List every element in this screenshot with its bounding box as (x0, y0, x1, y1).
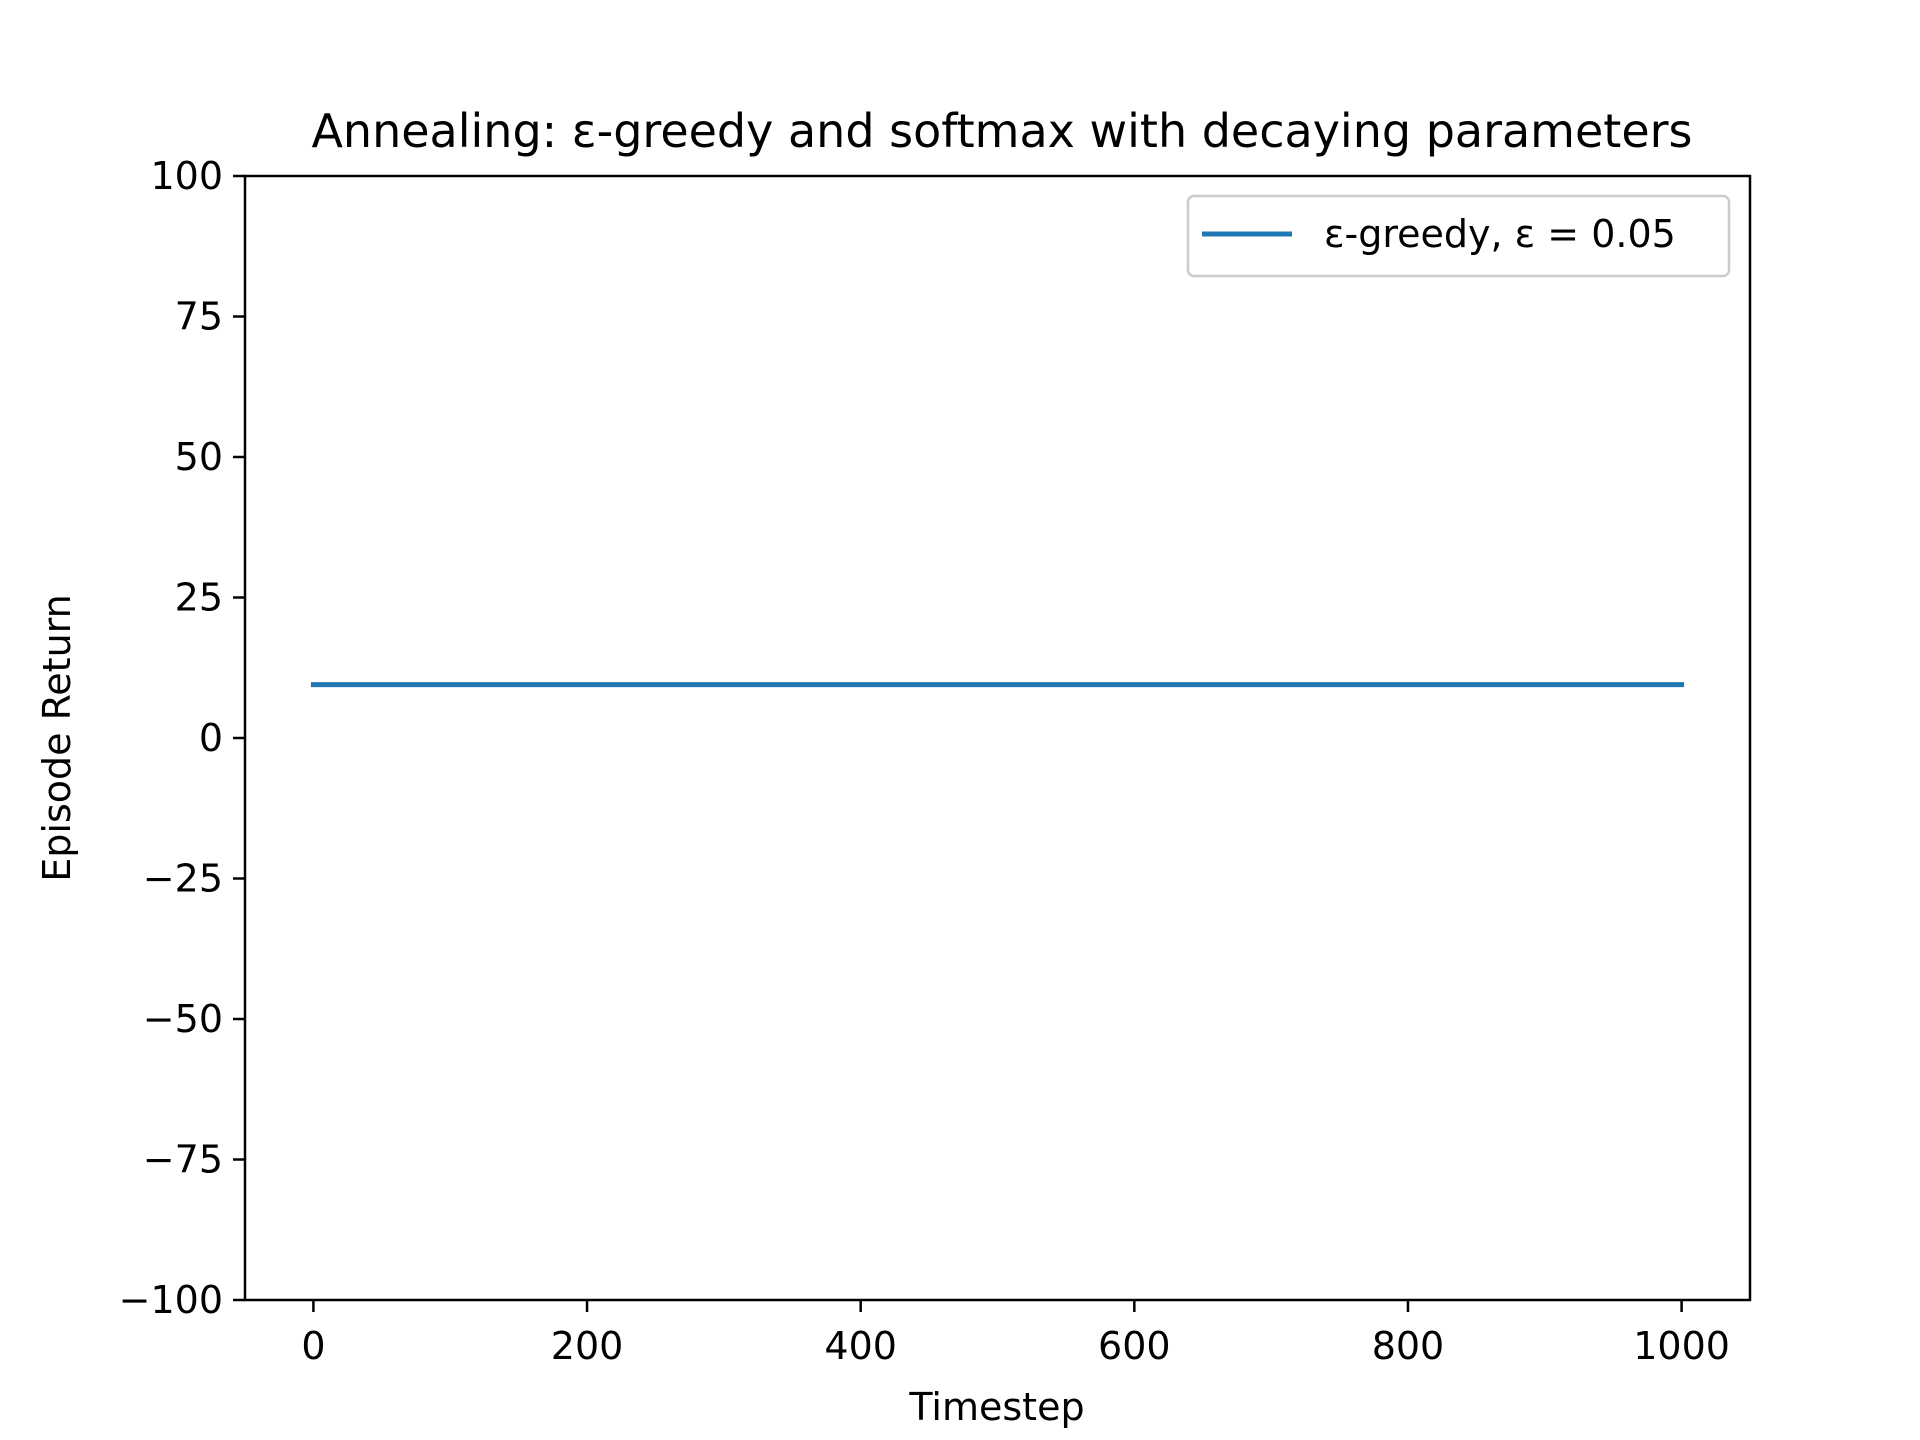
x-tick-label: 200 (551, 1324, 624, 1368)
legend-box (1186, 194, 1731, 278)
y-axis-ticks: −100 −75 −50 −25 0 25 50 75 100 (119, 154, 245, 1322)
x-tick-label: 800 (1372, 1324, 1445, 1368)
x-axis-ticks: 0 200 400 600 800 1000 (301, 1300, 1730, 1368)
legend-entry-series-0: ε-greedy, ε = 0.05 (1324, 212, 1676, 256)
y-tick-label: 25 (175, 576, 223, 620)
y-tick-label: 0 (199, 716, 223, 760)
legend: ε-greedy, ε = 0.05 (1186, 194, 1731, 278)
y-tick-label: −50 (143, 997, 223, 1041)
y-tick-label: −75 (143, 1138, 223, 1182)
y-tick-label: 50 (175, 435, 223, 479)
x-tick-label: 1000 (1633, 1324, 1730, 1368)
y-axis-label: Episode Return (35, 594, 79, 881)
plot-frame (243, 174, 1752, 1302)
y-tick-label: 100 (150, 154, 223, 198)
x-tick-label: 400 (824, 1324, 897, 1368)
x-tick-label: 600 (1098, 1324, 1171, 1368)
x-axis-label: Timestep (908, 1385, 1084, 1429)
y-tick-label: 75 (175, 295, 223, 339)
x-tick-label: 0 (301, 1324, 325, 1368)
y-tick-label: −25 (143, 857, 223, 901)
y-tick-label: −100 (119, 1278, 223, 1322)
chart-title: Annealing: ε-greedy and softmax with dec… (311, 104, 1692, 158)
